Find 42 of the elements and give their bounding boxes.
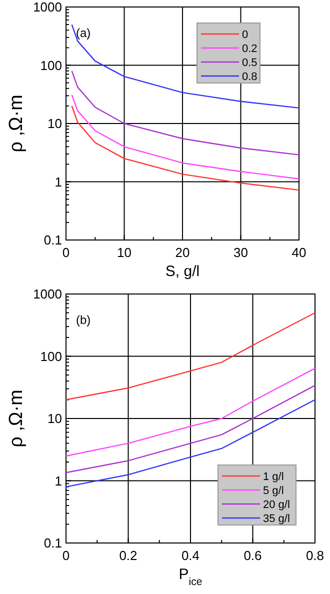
legend-label: 0.8 — [242, 71, 258, 83]
y-tick-label: 0.1 — [44, 536, 62, 550]
line-series — [71, 24, 300, 109]
x-tick-label: 0 — [62, 245, 70, 260]
line-series — [65, 384, 316, 474]
y-tick-label: 1000 — [33, 286, 62, 302]
y-tick-label: 1 — [54, 174, 62, 190]
y-tick-label: 100 — [40, 348, 62, 364]
legend-label: 35 g/l — [263, 513, 290, 525]
y-tick-label: 0.1 — [44, 232, 62, 248]
x-tick-label: 0.6 — [244, 548, 262, 563]
x-tick-label: 0.4 — [181, 548, 200, 563]
line-series — [65, 368, 316, 457]
y-tick-label: 1000 — [33, 0, 62, 14]
line-series — [71, 94, 300, 180]
x-tick-label: 0 — [62, 548, 70, 563]
legend-label: 0 — [242, 29, 248, 41]
legend-label: 1 g/l — [263, 471, 284, 483]
line-series — [71, 105, 300, 191]
y-axis-title: ρ ,Ω·m — [6, 390, 27, 448]
annotation: (b) — [76, 313, 91, 327]
y-tick-label: 1 — [54, 473, 62, 488]
legend-label: 0.5 — [242, 57, 258, 69]
x-tick-label: 0.2 — [119, 548, 138, 563]
x-axis-title: P$_{ice}$ — [178, 566, 202, 588]
legend-label: 0.2 — [242, 43, 258, 55]
y-axis-title: ρ ,Ω·m — [6, 94, 27, 152]
y-tick-label: 10 — [48, 116, 62, 131]
annotation: (a) — [76, 26, 91, 40]
line-series — [71, 70, 300, 156]
x-tick-label: 10 — [117, 245, 132, 260]
x-axis-title: S, g/l — [165, 263, 200, 280]
line-series — [65, 399, 316, 488]
legend-label: 20 g/l — [263, 499, 290, 511]
x-tick-label: 30 — [234, 245, 248, 260]
line-series — [65, 312, 316, 400]
y-tick-label: 100 — [40, 58, 62, 73]
x-tick-label: 20 — [175, 245, 190, 260]
y-tick-label: 10 — [48, 411, 62, 426]
x-tick-label: 0.8 — [306, 548, 324, 563]
x-tick-label: 40 — [292, 245, 306, 260]
legend-label: 5 g/l — [263, 485, 284, 497]
